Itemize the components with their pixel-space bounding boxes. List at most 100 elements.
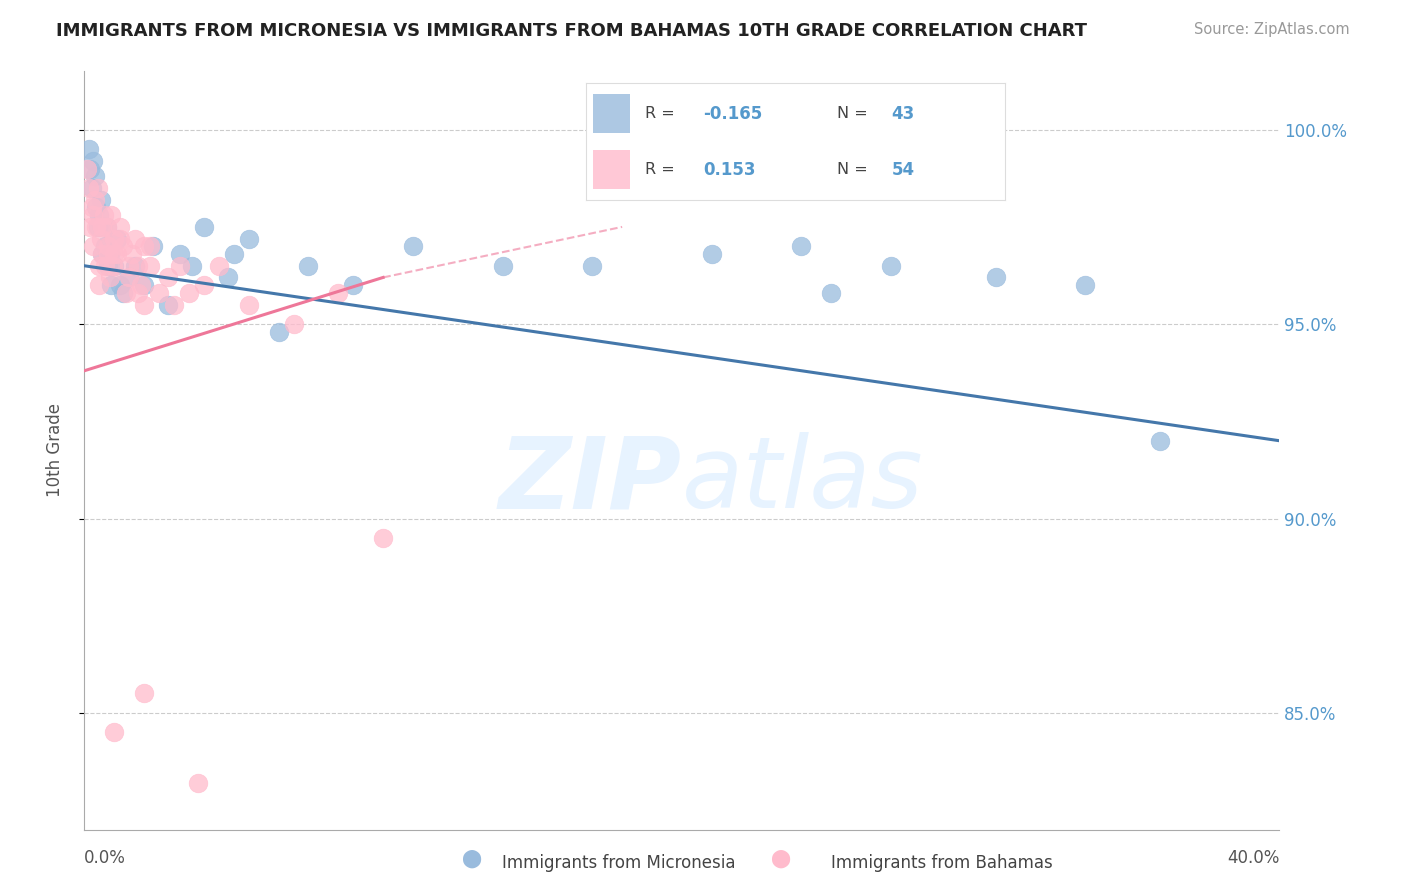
Point — [127, 285, 149, 300]
Point — [1149, 434, 1171, 448]
Point — [91, 247, 114, 261]
Point — [139, 239, 162, 253]
Point — [83, 193, 105, 207]
Point — [132, 686, 156, 700]
Point — [208, 259, 231, 273]
Point — [76, 161, 98, 176]
Point — [93, 208, 115, 222]
Point — [100, 278, 122, 293]
Point — [77, 142, 100, 156]
Point — [238, 231, 260, 245]
Point — [328, 285, 350, 300]
Point — [82, 153, 104, 168]
Text: 40.0%: 40.0% — [1227, 849, 1279, 867]
Point — [80, 201, 103, 215]
Point — [127, 259, 149, 273]
Point — [97, 239, 120, 253]
Point — [132, 239, 156, 253]
Point — [880, 259, 903, 273]
Point — [700, 247, 723, 261]
Point — [581, 259, 603, 273]
Text: IMMIGRANTS FROM MICRONESIA VS IMMIGRANTS FROM BAHAMAS 10TH GRADE CORRELATION CHA: IMMIGRANTS FROM MICRONESIA VS IMMIGRANTS… — [56, 22, 1087, 40]
Point — [132, 278, 156, 293]
Point — [77, 181, 100, 195]
Point — [1074, 278, 1097, 293]
Point — [492, 259, 515, 273]
Point — [297, 259, 319, 273]
Point — [238, 298, 260, 312]
Point — [103, 247, 125, 261]
Point — [118, 270, 141, 285]
Point — [101, 259, 124, 273]
Point — [157, 270, 180, 285]
Point — [402, 239, 425, 253]
Point — [118, 270, 141, 285]
Text: ⬤: ⬤ — [461, 849, 481, 868]
Point — [820, 285, 842, 300]
Point — [110, 219, 132, 234]
Y-axis label: 10th Grade: 10th Grade — [45, 403, 63, 498]
Point — [163, 298, 186, 312]
Point — [98, 270, 121, 285]
Point — [94, 239, 117, 253]
Point — [89, 208, 111, 222]
Point — [124, 231, 146, 245]
Point — [193, 219, 215, 234]
Point — [121, 247, 143, 261]
Point — [217, 270, 239, 285]
Point — [124, 259, 146, 273]
Point — [110, 231, 132, 245]
Point — [105, 247, 128, 261]
Text: ⬤: ⬤ — [770, 849, 790, 868]
Text: atlas: atlas — [682, 433, 924, 529]
Point — [98, 247, 121, 261]
Point — [105, 231, 128, 245]
Point — [83, 169, 105, 184]
Point — [91, 219, 114, 234]
Point — [87, 219, 110, 234]
Point — [193, 278, 215, 293]
Point — [79, 219, 101, 234]
Point — [177, 285, 200, 300]
Point — [89, 259, 111, 273]
Point — [79, 161, 101, 176]
Point — [86, 201, 108, 215]
Point — [112, 285, 135, 300]
Point — [97, 247, 120, 261]
Point — [86, 219, 108, 234]
Text: Immigrants from Micronesia: Immigrants from Micronesia — [502, 855, 735, 872]
Point — [82, 239, 104, 253]
Text: Source: ZipAtlas.com: Source: ZipAtlas.com — [1194, 22, 1350, 37]
Point — [181, 259, 204, 273]
Text: 0.0%: 0.0% — [84, 849, 127, 867]
Point — [96, 219, 118, 234]
Point — [82, 208, 104, 222]
Point — [112, 239, 135, 253]
Point — [118, 259, 141, 273]
Text: Immigrants from Bahamas: Immigrants from Bahamas — [831, 855, 1053, 872]
Point — [91, 247, 114, 261]
Point — [373, 531, 395, 545]
Point — [283, 317, 305, 331]
Point — [90, 193, 112, 207]
Point — [96, 219, 118, 234]
Point — [103, 259, 125, 273]
Point — [115, 285, 138, 300]
Point — [148, 285, 170, 300]
Point — [187, 776, 209, 790]
Point — [267, 325, 290, 339]
Text: ZIP: ZIP — [499, 433, 682, 529]
Point — [100, 208, 122, 222]
Point — [103, 725, 125, 739]
Point — [132, 298, 156, 312]
Point — [89, 278, 111, 293]
Point — [87, 181, 110, 195]
Point — [94, 259, 117, 273]
Point — [222, 247, 245, 261]
Point — [169, 259, 191, 273]
Point — [103, 231, 125, 245]
Point — [142, 239, 165, 253]
Point — [984, 270, 1007, 285]
Point — [157, 298, 180, 312]
Point — [342, 278, 364, 293]
